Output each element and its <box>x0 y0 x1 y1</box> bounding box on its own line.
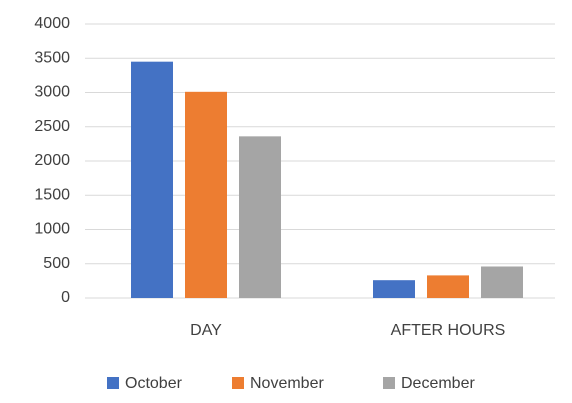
y-tick-label: 3500 <box>34 49 70 66</box>
bar <box>427 275 469 298</box>
y-tick-label: 2000 <box>34 152 70 169</box>
x-tick-label: AFTER HOURS <box>391 322 506 339</box>
legend-swatch <box>107 377 119 389</box>
legend-swatch <box>232 377 244 389</box>
legend-label: November <box>250 375 324 392</box>
bar <box>131 61 173 298</box>
y-tick-label: 2500 <box>34 118 70 135</box>
legend-label: October <box>125 375 183 392</box>
legend-swatch <box>383 377 395 389</box>
y-tick-label: 4000 <box>34 15 70 32</box>
y-tick-label: 1500 <box>34 186 70 203</box>
y-tick-label: 0 <box>61 289 70 306</box>
bar <box>185 91 227 298</box>
bar <box>373 280 415 298</box>
x-tick-label: DAY <box>190 322 222 339</box>
y-tick-label: 3000 <box>34 84 70 101</box>
y-tick-label: 1000 <box>34 221 70 238</box>
bar <box>481 266 523 298</box>
y-tick-label: 500 <box>43 255 70 272</box>
bar <box>239 136 281 298</box>
legend-label: December <box>401 375 475 392</box>
